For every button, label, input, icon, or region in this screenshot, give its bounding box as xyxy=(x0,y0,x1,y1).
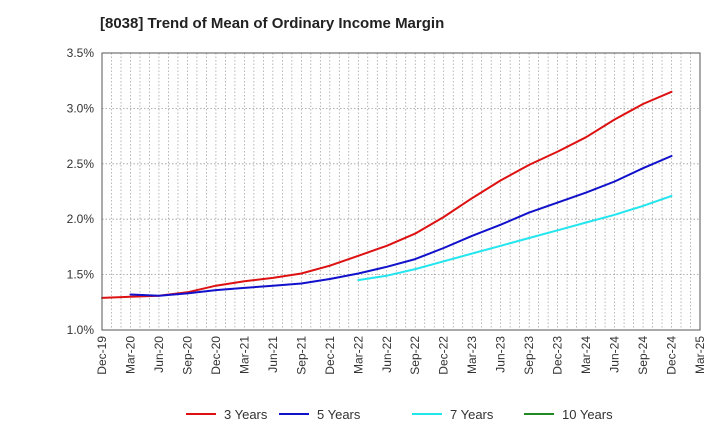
y-tick-label: 1.0% xyxy=(67,323,95,337)
x-tick-label: Dec-20 xyxy=(209,336,223,375)
series-lines xyxy=(101,90,673,299)
x-axis-ticks: Dec-19 Mar-20 Jun-20 Sep-20 Dec-20 Mar-21 Jun-… xyxy=(95,336,707,375)
x-tick-label: Dec-24 xyxy=(665,336,679,375)
x-tick-label: Jun-22 xyxy=(380,336,394,373)
x-tick-label: Mar-23 xyxy=(465,336,479,374)
series-line xyxy=(357,194,673,282)
x-tick-label: Jun-21 xyxy=(266,336,280,373)
x-tick-label: Jun-23 xyxy=(494,336,508,373)
grid xyxy=(101,53,701,330)
x-tick-label: Sep-24 xyxy=(636,336,650,375)
plot-frame xyxy=(101,52,701,331)
series-line xyxy=(129,155,673,297)
x-tick-label: Mar-25 xyxy=(693,336,707,374)
legend-label: 5 Years xyxy=(317,407,361,422)
legend-label: 3 Years xyxy=(224,407,268,422)
x-tick-label: Sep-21 xyxy=(294,336,308,375)
series-line xyxy=(101,90,673,299)
x-tick-label: Dec-21 xyxy=(323,336,337,375)
x-tick-label: Mar-22 xyxy=(351,336,365,374)
x-tick-label: Mar-21 xyxy=(237,336,251,374)
x-tick-label: Jun-20 xyxy=(152,336,166,373)
chart-title: [8038] Trend of Mean of Ordinary Income … xyxy=(100,15,445,32)
x-tick-label: Sep-20 xyxy=(180,336,194,375)
y-tick-label: 3.5% xyxy=(67,46,95,60)
x-tick-label: Jun-24 xyxy=(608,336,622,373)
legend: 3 Years 5 Years 7 Years 10 Years xyxy=(186,407,613,422)
x-tick-label: Dec-19 xyxy=(95,336,109,375)
legend-label: 7 Years xyxy=(450,407,494,422)
y-axis-ticks: 1.0% 1.5% 2.0% 2.5% 3.0% 3.5% xyxy=(67,46,95,337)
x-tick-label: Dec-23 xyxy=(551,336,565,375)
x-tick-label: Dec-22 xyxy=(437,336,451,375)
y-tick-label: 1.5% xyxy=(67,268,95,282)
x-tick-label: Sep-23 xyxy=(522,336,536,375)
y-tick-label: 3.0% xyxy=(67,101,95,115)
x-tick-label: Mar-24 xyxy=(579,336,593,374)
legend-label: 10 Years xyxy=(562,407,613,422)
x-tick-label: Mar-20 xyxy=(123,336,137,374)
y-tick-label: 2.5% xyxy=(67,157,95,171)
x-tick-label: Sep-22 xyxy=(408,336,422,375)
y-tick-label: 2.0% xyxy=(67,212,95,226)
